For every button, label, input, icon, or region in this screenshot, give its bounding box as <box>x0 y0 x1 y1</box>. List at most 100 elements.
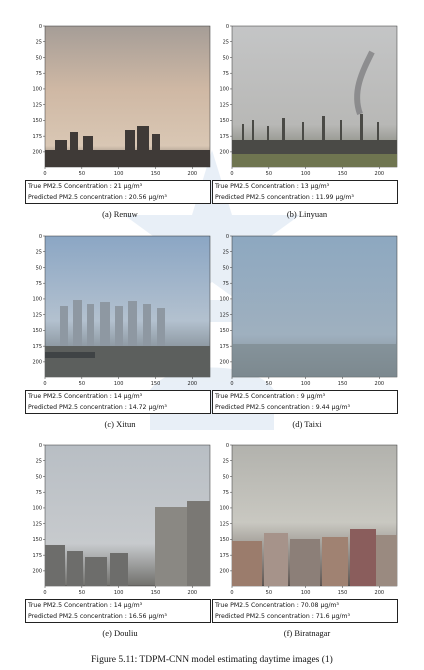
x-tick-label: 0 <box>230 590 233 596</box>
y-tick-label: 175 <box>219 134 229 140</box>
y-tick-label: 75 <box>36 281 42 287</box>
y-tick-label: 75 <box>223 281 229 287</box>
x-tick-label: 150 <box>151 381 161 387</box>
predicted-concentration: Predicted PM2.5 concentration : 11.99 μg… <box>215 193 395 204</box>
panel-label: (b) Linyuan <box>212 209 402 219</box>
true-concentration: True PM2.5 Concentration : 9 μg/m³ <box>215 392 395 403</box>
y-tick-label: 0 <box>39 24 42 30</box>
y-tick-label: 25 <box>223 40 229 46</box>
y-tick-label: 0 <box>226 443 229 449</box>
predicted-concentration: Predicted PM2.5 concentration : 14.72 μg… <box>28 403 208 414</box>
figure-caption: Figure 5.11: TDPM-CNN model estimating d… <box>0 655 424 665</box>
predicted-concentration: Predicted PM2.5 concentration : 16.56 μg… <box>28 612 208 623</box>
predicted-concentration: Predicted PM2.5 concentration : 20.56 μg… <box>28 193 208 204</box>
y-tick-label: 100 <box>32 506 42 512</box>
x-tick-label: 0 <box>43 381 46 387</box>
x-tick-label: 200 <box>375 381 385 387</box>
x-tick-label: 0 <box>43 171 46 177</box>
y-tick-label: 50 <box>36 474 42 480</box>
panel-label: (e) Douliu <box>25 628 215 638</box>
concentration-box: True PM2.5 Concentration : 13 μg/m³ Pred… <box>212 180 398 204</box>
panel-label: (c) Xitun <box>25 419 215 429</box>
image-plot: 0 25 50 75 100 125 150 175 200 0 50 100 150 200 <box>25 441 215 613</box>
y-tick-label: 200 <box>32 150 42 156</box>
true-concentration: True PM2.5 Concentration : 14 μg/m³ <box>28 601 208 612</box>
concentration-box: True PM2.5 Concentration : 14 μg/m³ Pred… <box>25 599 211 623</box>
y-tick-label: 125 <box>32 312 42 318</box>
x-tick-label: 100 <box>114 590 124 596</box>
x-tick-label: 100 <box>114 171 124 177</box>
x-tick-label: 0 <box>230 171 233 177</box>
y-tick-label: 100 <box>219 297 229 303</box>
y-tick-label: 25 <box>36 40 42 46</box>
panel-label: (d) Taixi <box>212 419 402 429</box>
x-tick-label: 150 <box>338 381 348 387</box>
y-tick-label: 150 <box>32 118 42 124</box>
y-tick-label: 175 <box>219 553 229 559</box>
concentration-box: True PM2.5 Concentration : 21 μg/m³ Pred… <box>25 180 211 204</box>
x-tick-label: 150 <box>338 171 348 177</box>
x-tick-label: 50 <box>266 590 272 596</box>
true-concentration: True PM2.5 Concentration : 14 μg/m³ <box>28 392 208 403</box>
true-concentration: True PM2.5 Concentration : 70.08 μg/m³ <box>215 601 395 612</box>
x-tick-label: 200 <box>188 381 198 387</box>
x-tick-label: 200 <box>188 590 198 596</box>
x-tick-label: 50 <box>266 381 272 387</box>
y-tick-label: 0 <box>226 24 229 30</box>
x-tick-label: 100 <box>301 171 311 177</box>
y-tick-label: 100 <box>32 297 42 303</box>
y-tick-label: 175 <box>219 344 229 350</box>
x-tick-label: 200 <box>375 590 385 596</box>
x-tick-label: 200 <box>375 171 385 177</box>
y-tick-label: 175 <box>32 553 42 559</box>
concentration-box: True PM2.5 Concentration : 14 μg/m³ Pred… <box>25 390 211 414</box>
y-tick-label: 150 <box>219 537 229 543</box>
concentration-box: True PM2.5 Concentration : 70.08 μg/m³ P… <box>212 599 398 623</box>
y-tick-label: 125 <box>32 102 42 108</box>
x-tick-label: 50 <box>266 171 272 177</box>
x-tick-label: 0 <box>230 381 233 387</box>
image-plot: 0 25 50 75 100 125 150 175 200 0 50 100 150 200 <box>25 22 215 194</box>
y-tick-label: 75 <box>223 71 229 77</box>
y-tick-label: 200 <box>219 150 229 156</box>
predicted-concentration: Predicted PM2.5 concentration : 9.44 μg/… <box>215 403 395 414</box>
y-tick-label: 150 <box>219 118 229 124</box>
y-tick-label: 75 <box>223 490 229 496</box>
true-concentration: True PM2.5 Concentration : 21 μg/m³ <box>28 182 208 193</box>
y-tick-label: 200 <box>219 360 229 366</box>
x-tick-label: 150 <box>151 590 161 596</box>
y-tick-label: 100 <box>32 87 42 93</box>
true-concentration: True PM2.5 Concentration : 13 μg/m³ <box>215 182 395 193</box>
y-tick-label: 150 <box>32 328 42 334</box>
image-plot: 0 25 50 75 100 125 150 175 200 0 50 100 150 200 <box>212 22 402 194</box>
y-tick-label: 25 <box>36 459 42 465</box>
y-tick-label: 75 <box>36 490 42 496</box>
concentration-box: True PM2.5 Concentration : 9 μg/m³ Predi… <box>212 390 398 414</box>
panel-label: (a) Renuw <box>25 209 215 219</box>
y-tick-label: 75 <box>36 71 42 77</box>
y-tick-label: 0 <box>226 234 229 240</box>
y-tick-label: 25 <box>223 459 229 465</box>
y-tick-label: 25 <box>223 250 229 256</box>
image-plot: 0 25 50 75 100 125 150 175 200 0 50 100 150 200 <box>212 441 402 613</box>
y-tick-label: 200 <box>32 569 42 575</box>
y-tick-label: 200 <box>219 569 229 575</box>
y-tick-label: 175 <box>32 344 42 350</box>
x-tick-label: 100 <box>301 381 311 387</box>
y-tick-label: 50 <box>36 265 42 271</box>
x-tick-label: 150 <box>151 171 161 177</box>
y-tick-label: 0 <box>39 234 42 240</box>
y-tick-label: 125 <box>219 521 229 527</box>
y-tick-label: 0 <box>39 443 42 449</box>
y-tick-label: 25 <box>36 250 42 256</box>
x-tick-label: 50 <box>79 171 85 177</box>
y-tick-label: 150 <box>219 328 229 334</box>
x-tick-label: 150 <box>338 590 348 596</box>
y-tick-label: 125 <box>219 102 229 108</box>
panel-label: (f) Biratnagar <box>212 628 402 638</box>
x-tick-label: 100 <box>301 590 311 596</box>
y-tick-label: 50 <box>223 265 229 271</box>
y-tick-label: 50 <box>36 55 42 61</box>
y-tick-label: 125 <box>32 521 42 527</box>
y-tick-label: 50 <box>223 55 229 61</box>
